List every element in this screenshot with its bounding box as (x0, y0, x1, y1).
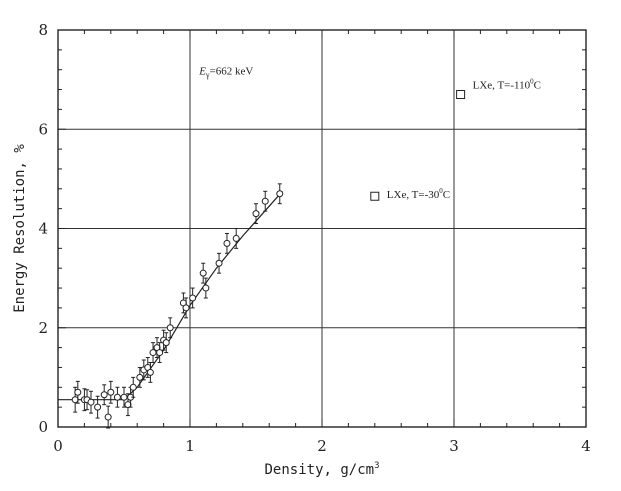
data-point (127, 386, 135, 408)
data-point (166, 317, 174, 339)
energy-annotation: Eγ=662 keV (198, 66, 253, 80)
data-point (124, 393, 132, 417)
circle-marker (189, 294, 197, 302)
circle-marker (120, 393, 128, 401)
circle-marker (199, 269, 207, 277)
minor-ticks (57, 29, 587, 428)
circle-marker (166, 324, 174, 332)
data-point (189, 287, 197, 309)
fit-curve (58, 190, 283, 401)
circle-marker (223, 239, 231, 247)
circle-marker (136, 373, 144, 381)
x-tick-label: 3 (449, 437, 459, 455)
data-point (94, 395, 102, 419)
data-point (261, 190, 269, 212)
data-point (232, 228, 240, 249)
y-axis-title: Energy Resolution, % (12, 144, 28, 313)
square-marker (370, 191, 380, 201)
data-point (202, 277, 210, 299)
circle-marker (104, 413, 112, 421)
grid (58, 30, 586, 427)
y-tick-label: 8 (38, 21, 48, 39)
data-point (182, 297, 190, 319)
y-tick-label: 4 (38, 220, 48, 238)
y-tick-label: 2 (38, 319, 48, 337)
data-point (136, 366, 144, 388)
data-point (129, 376, 137, 398)
circle-marker (261, 197, 269, 205)
tick-labels: 0 1 2 3 4 0 2 4 6 8 (38, 21, 590, 455)
data-point (87, 390, 95, 414)
circle-marker (100, 391, 108, 399)
data-point (156, 342, 164, 363)
lxe-warm-label: LXe, T=-300C (387, 187, 450, 201)
data-point (223, 232, 231, 254)
square-marker (456, 90, 466, 100)
x-tick-label: 0 (53, 437, 63, 455)
y-tick-label: 6 (38, 120, 48, 138)
circle-marker (162, 339, 170, 347)
data-point (276, 183, 284, 205)
data-point (107, 380, 115, 404)
circle-marker (74, 388, 82, 396)
circle-marker (276, 190, 284, 198)
circle-marker (182, 304, 190, 312)
circle-marker (129, 383, 137, 391)
square-markers (370, 90, 466, 201)
data-point (199, 262, 207, 284)
circle-marker (252, 210, 260, 218)
data-point (162, 332, 170, 354)
circle-marker (156, 349, 164, 357)
data-points (71, 183, 284, 429)
circle-marker (87, 398, 95, 406)
circle-marker (71, 396, 79, 404)
lxe-cold-label: LXe, T=-1100C (473, 78, 541, 92)
x-axis-title: Density, g/cm3 (265, 461, 380, 478)
data-point (215, 252, 223, 274)
data-point (113, 386, 121, 408)
x-tick-label: 4 (581, 437, 591, 455)
data-point (252, 203, 260, 225)
circle-marker (202, 284, 210, 292)
data-point (100, 384, 108, 406)
data-point (74, 380, 82, 404)
circle-marker (107, 388, 115, 396)
data-point (120, 386, 128, 408)
x-tick-label: 2 (317, 437, 327, 455)
data-point (149, 342, 157, 363)
circle-marker (232, 234, 240, 242)
y-tick-label: 0 (38, 418, 48, 436)
circle-marker (94, 403, 102, 411)
circle-marker (215, 259, 223, 267)
data-point (146, 361, 154, 383)
circle-marker (146, 368, 154, 376)
x-tick-label: 1 (185, 437, 195, 455)
circle-marker (113, 393, 121, 401)
data-point (104, 405, 112, 429)
circle-marker (149, 349, 157, 357)
